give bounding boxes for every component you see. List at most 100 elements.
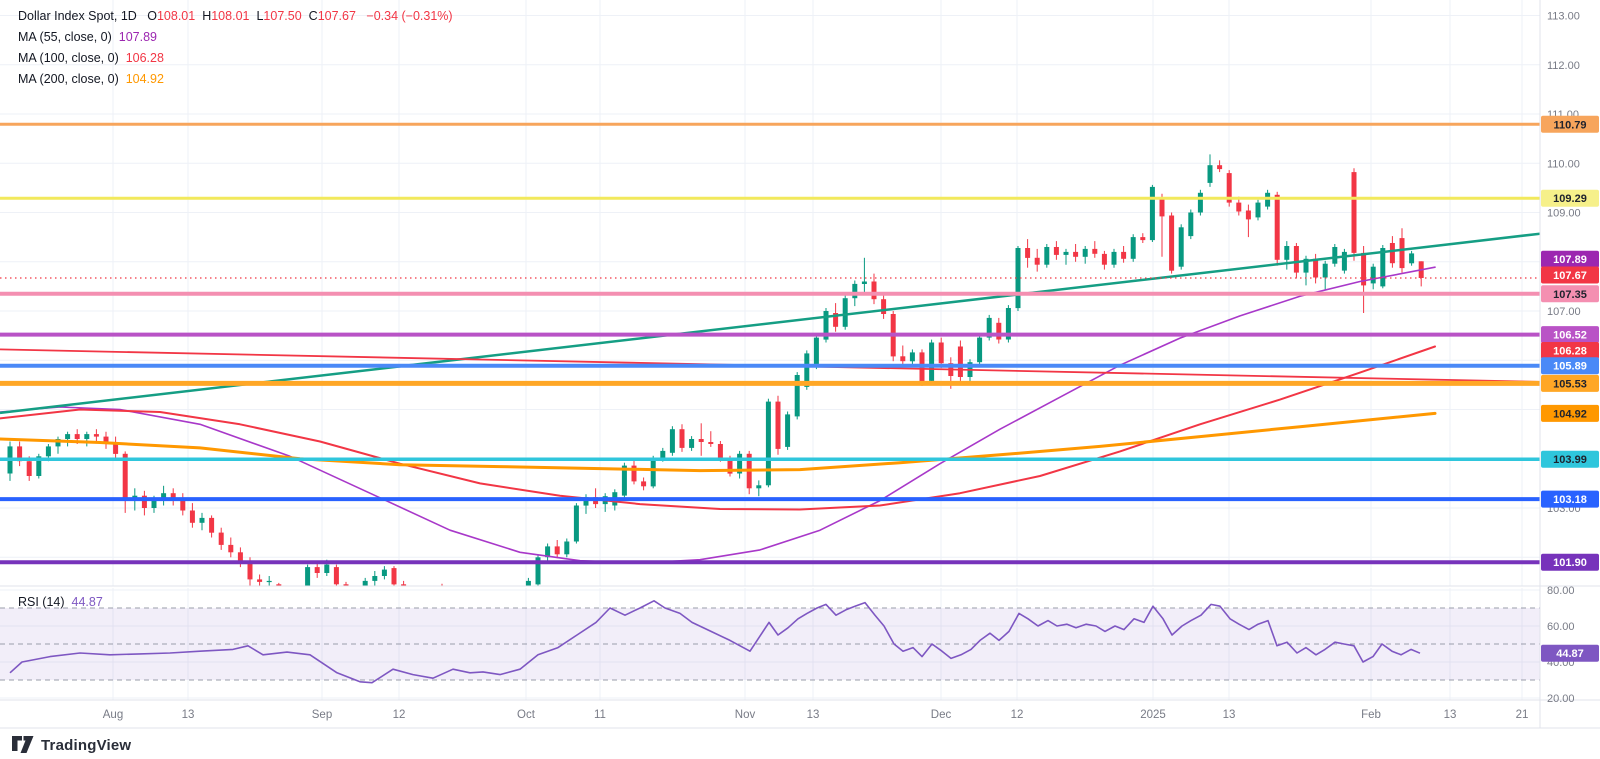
price-tag-103.18: 103.18 bbox=[1541, 490, 1599, 508]
candle-body bbox=[151, 498, 157, 508]
ma100-value: 106.28 bbox=[125, 51, 164, 65]
candle-body bbox=[276, 584, 282, 586]
candle-body bbox=[1149, 186, 1155, 241]
candle-body bbox=[1341, 251, 1347, 271]
svg-text:106.52: 106.52 bbox=[1553, 330, 1587, 342]
candle-body bbox=[180, 500, 186, 511]
candle-body bbox=[161, 493, 167, 499]
svg-text:101.90: 101.90 bbox=[1553, 557, 1587, 569]
candle-body bbox=[804, 353, 810, 387]
candle-body bbox=[1236, 202, 1242, 212]
ma55-legend-row[interactable]: MA (55, close, 0) 107.89 bbox=[18, 27, 453, 48]
svg-text:105.89: 105.89 bbox=[1553, 361, 1587, 373]
candle-body bbox=[1245, 210, 1251, 220]
candle-body bbox=[737, 453, 743, 474]
candle-body bbox=[641, 481, 647, 487]
candle-body bbox=[362, 580, 368, 586]
candle-body bbox=[228, 544, 234, 553]
ma200-label: MA (200, close, 0) bbox=[18, 72, 119, 86]
candle-body bbox=[871, 281, 877, 300]
candle-body bbox=[545, 546, 551, 558]
ohlc-low: L107.50 bbox=[256, 9, 302, 23]
candle-body bbox=[1178, 227, 1184, 267]
time-axis-tick: 2025 bbox=[1140, 709, 1166, 721]
rsi-axis-tick: 20.00 bbox=[1547, 693, 1575, 705]
tradingview-logo[interactable]: TradingView bbox=[12, 736, 131, 754]
price-axis-tick: 107.00 bbox=[1547, 306, 1581, 318]
candle-body bbox=[813, 337, 819, 367]
candle-body bbox=[343, 584, 349, 586]
candle-body bbox=[698, 439, 704, 442]
candle-body bbox=[103, 436, 109, 444]
symbol-legend-row[interactable]: Dollar Index Spot, 1D O108.01 H108.01 L107… bbox=[18, 6, 453, 27]
rsi-line bbox=[9, 599, 1421, 684]
candle-body bbox=[573, 505, 579, 542]
candle-body bbox=[650, 458, 656, 487]
candle-body bbox=[93, 434, 99, 437]
candle-body bbox=[794, 375, 800, 417]
candle-body bbox=[1226, 173, 1232, 203]
candle-body bbox=[564, 541, 570, 555]
candle-body bbox=[218, 532, 224, 545]
candle-body bbox=[189, 510, 195, 523]
candle-body bbox=[689, 439, 695, 448]
time-axis-tick: 13 bbox=[1223, 709, 1236, 721]
time-axis[interactable]: Aug 13 Sep 12 Oct 11 Nov 13 Dec 12 2025 13 Feb 13 21 bbox=[103, 709, 1529, 721]
candle-body bbox=[525, 580, 531, 586]
candle-body bbox=[986, 317, 992, 338]
candle-body bbox=[1159, 197, 1165, 217]
time-axis-tick: 13 bbox=[1444, 709, 1457, 721]
time-axis-tick: Sep bbox=[312, 709, 332, 721]
candle-body bbox=[381, 569, 387, 576]
price-axis[interactable]: 113.00112.00111.00110.00109.00108.00107.… bbox=[1541, 11, 1599, 706]
candle-body bbox=[45, 446, 51, 457]
price-axis-tick: 112.00 bbox=[1547, 60, 1580, 72]
candle-body bbox=[1188, 212, 1194, 237]
time-axis-tick: 13 bbox=[182, 709, 195, 721]
candle-body bbox=[1303, 258, 1309, 273]
candle-body bbox=[957, 346, 963, 377]
candle-body bbox=[1351, 172, 1357, 253]
ma200-legend-row[interactable]: MA (200, close, 0) 104.92 bbox=[18, 69, 453, 90]
candle-body bbox=[583, 497, 589, 506]
candle-body bbox=[65, 434, 71, 439]
price-tag-107.35: 107.35 bbox=[1541, 285, 1599, 303]
price-tag-101.90: 101.90 bbox=[1541, 553, 1599, 571]
candle-body bbox=[1101, 253, 1107, 265]
price-pane[interactable] bbox=[0, 122, 1540, 636]
candle-body bbox=[554, 546, 560, 555]
rsi-pane[interactable] bbox=[0, 599, 1540, 684]
time-axis-tick: 13 bbox=[807, 709, 820, 721]
candle-body bbox=[74, 434, 80, 439]
candle-body bbox=[237, 552, 243, 563]
price-tag-105.53: 105.53 bbox=[1541, 374, 1599, 392]
price-tag-106.52: 106.52 bbox=[1541, 326, 1599, 344]
time-axis-tick: 12 bbox=[1011, 709, 1024, 721]
candle-body bbox=[1044, 247, 1050, 265]
rsi-value: 44.87 bbox=[71, 595, 103, 609]
candle-body bbox=[1284, 246, 1290, 260]
price-tag-107.89: 107.89 bbox=[1541, 250, 1599, 268]
candle-body bbox=[55, 439, 61, 447]
candle-body bbox=[324, 564, 330, 573]
candle-body bbox=[1053, 247, 1059, 255]
svg-text:103.18: 103.18 bbox=[1553, 494, 1587, 506]
candle-body bbox=[36, 456, 42, 476]
ma100-legend-row[interactable]: MA (100, close, 0) 106.28 bbox=[18, 48, 453, 69]
candle-body bbox=[1322, 263, 1328, 278]
candle-body bbox=[247, 561, 253, 580]
chart-legend: Dollar Index Spot, 1D O108.01 H108.01 L107… bbox=[18, 6, 453, 90]
candle-body bbox=[1092, 248, 1098, 254]
rsi-legend-row[interactable]: RSI (14) 44.87 bbox=[18, 595, 103, 609]
candle-body bbox=[660, 450, 666, 459]
candle-body bbox=[209, 517, 215, 533]
pane-separators bbox=[0, 0, 1600, 729]
price-tag-107.67: 107.67 bbox=[1541, 266, 1599, 284]
candle-body bbox=[266, 580, 272, 583]
price-tag-103.99: 103.99 bbox=[1541, 450, 1599, 468]
candle-body bbox=[1409, 253, 1415, 264]
candle-body bbox=[717, 444, 723, 459]
